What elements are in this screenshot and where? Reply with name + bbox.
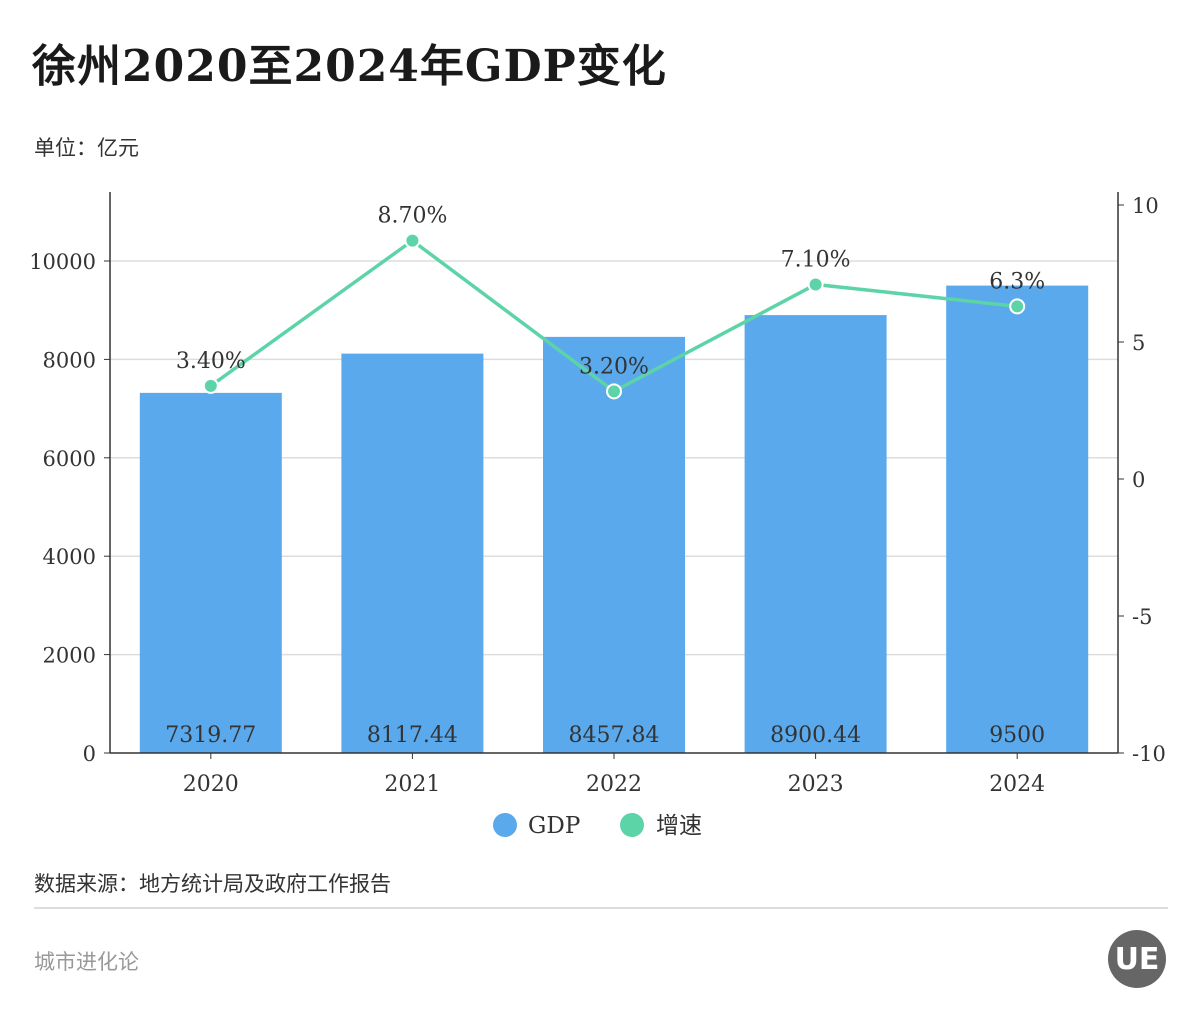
right-tick-label: 10 — [1132, 194, 1159, 218]
growth-point-2024 — [1009, 298, 1026, 315]
growth-point-2022 — [606, 383, 622, 400]
unit-label: 单位：亿元 — [34, 136, 139, 160]
bar-value-label: 8900.44 — [770, 723, 861, 748]
left-tick-label: 10000 — [29, 250, 96, 274]
bar-2021 — [341, 353, 484, 753]
growth-point-2023 — [807, 276, 824, 293]
divider — [34, 907, 1168, 909]
right-tick-label: -10 — [1132, 742, 1166, 766]
bar-2024 — [946, 285, 1089, 753]
growth-point-2021 — [404, 232, 421, 249]
x-tick-label: 2023 — [788, 772, 844, 797]
left-tick-label: 2000 — [43, 644, 96, 668]
chart: 0 2000 4000 6000 8000 10000 -10 -5 0 5 10 7319.77 81… — [29, 192, 1166, 839]
chart-title: 徐州2020至2024年GDP变化 — [32, 41, 667, 92]
growth-label: 6.3% — [989, 269, 1045, 294]
brand-logo: UE — [1108, 930, 1166, 988]
source-note: 数据来源：地方统计局及政府工作报告 — [34, 872, 391, 896]
left-tick-label: 8000 — [43, 348, 96, 372]
x-tick-label: 2024 — [989, 772, 1045, 797]
bar-value-label: 9500 — [989, 723, 1045, 748]
growth-point-2020 — [202, 377, 219, 394]
growth-label: 3.20% — [579, 354, 649, 379]
x-tick-label: 2021 — [384, 772, 440, 797]
x-tick-label: 2020 — [183, 772, 239, 797]
legend-growth-marker — [620, 813, 644, 837]
left-tick-label: 0 — [83, 742, 96, 766]
left-tick-label: 4000 — [43, 545, 96, 569]
bar-value-label: 8457.84 — [569, 723, 660, 748]
growth-label: 8.70% — [377, 204, 447, 229]
brand-name: 城市进化论 — [34, 950, 139, 974]
x-tick-label: 2022 — [586, 772, 642, 797]
legend-gdp-marker — [493, 813, 517, 837]
bar-2023 — [744, 315, 887, 753]
legend-gdp-label: GDP — [528, 813, 580, 839]
right-tick-label: -5 — [1132, 605, 1152, 629]
left-tick-label: 6000 — [43, 447, 96, 471]
bar-2020 — [139, 392, 282, 753]
growth-label: 7.10% — [781, 247, 851, 272]
bar-value-label: 7319.77 — [165, 723, 256, 748]
bar-2022 — [543, 336, 685, 753]
bar-value-label: 8117.44 — [367, 723, 458, 748]
right-tick-label: 0 — [1132, 468, 1145, 492]
legend-growth-label: 增速 — [656, 813, 702, 839]
growth-label: 3.40% — [176, 349, 246, 374]
right-tick-label: 5 — [1132, 331, 1145, 355]
